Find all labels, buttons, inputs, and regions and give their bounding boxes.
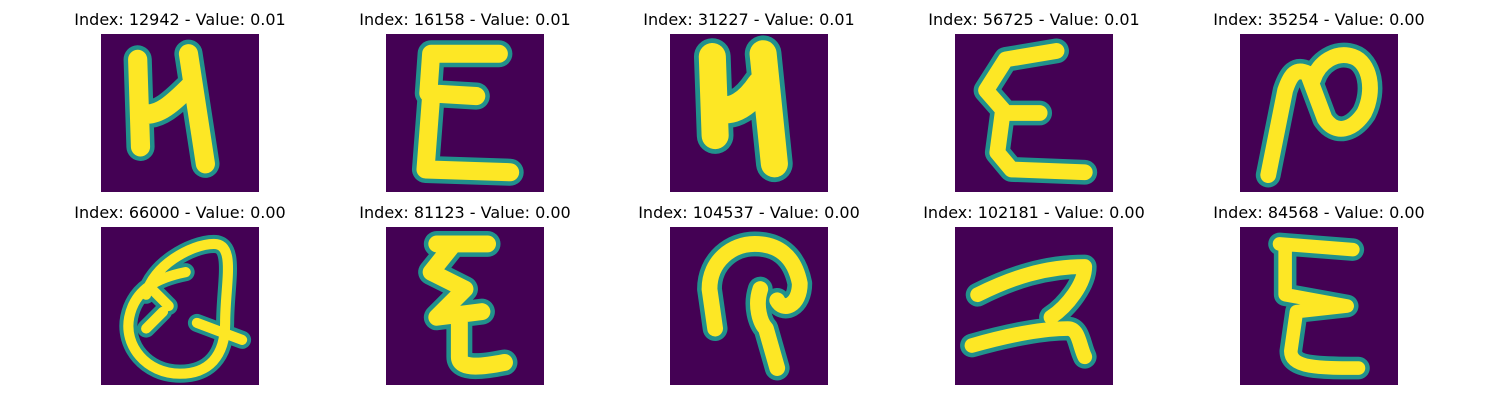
digit-panel-7: Index: 81123 - Value: 0.00 [335,203,595,389]
panel-title: Index: 104537 - Value: 0.00 [638,203,860,222]
digit-panel-9: Index: 102181 - Value: 0.00 [904,203,1164,389]
panel-title: Index: 16158 - Value: 0.01 [359,10,571,29]
panel-title: Index: 84568 - Value: 0.00 [1213,203,1425,222]
handwritten-glyph-image [670,227,828,385]
digit-panel-6: Index: 66000 - Value: 0.00 [50,203,310,389]
digit-panel-10: Index: 84568 - Value: 0.00 [1189,203,1449,389]
panel-title: Index: 66000 - Value: 0.00 [74,203,286,222]
handwritten-glyph-image [1240,34,1398,192]
panel-title: Index: 56725 - Value: 0.01 [928,10,1140,29]
handwritten-glyph-image [101,227,259,385]
panel-title: Index: 31227 - Value: 0.01 [643,10,855,29]
handwritten-glyph-image [386,34,544,192]
handwritten-glyph-image [1240,227,1398,385]
handwritten-glyph-image [101,34,259,192]
panel-title: Index: 35254 - Value: 0.00 [1213,10,1425,29]
digit-panel-2: Index: 16158 - Value: 0.01 [335,10,595,196]
panel-title: Index: 81123 - Value: 0.00 [359,203,571,222]
handwritten-glyph-image [955,227,1113,385]
digit-panel-3: Index: 31227 - Value: 0.01 [619,10,879,196]
digit-panel-5: Index: 35254 - Value: 0.00 [1189,10,1449,196]
panel-title: Index: 102181 - Value: 0.00 [923,203,1145,222]
digit-panel-4: Index: 56725 - Value: 0.01 [904,10,1164,196]
handwritten-glyph-image [955,34,1113,192]
handwritten-glyph-image [386,227,544,385]
digit-panel-1: Index: 12942 - Value: 0.01 [50,10,310,196]
panel-title: Index: 12942 - Value: 0.01 [74,10,286,29]
digit-panel-8: Index: 104537 - Value: 0.00 [619,203,879,389]
handwritten-glyph-image [670,34,828,192]
